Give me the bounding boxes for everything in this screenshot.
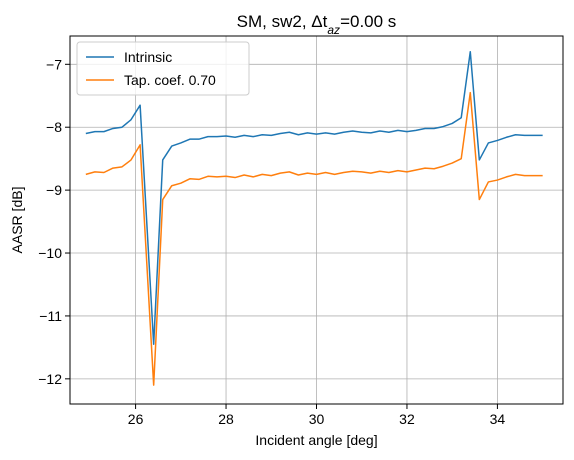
y-axis-label: AASR [dB] [9, 187, 25, 254]
series-line-1 [85, 50, 543, 345]
chart-title: SM, sw2, Δtaz=0.00 s [237, 12, 397, 37]
legend: Intrinsic Tap. coef. 0.70 [76, 41, 250, 96]
y-tick-label: −9 [46, 182, 62, 198]
x-tick-label: 34 [490, 411, 506, 427]
y-tick-label: −7 [46, 56, 62, 72]
x-tick-label: 28 [218, 411, 234, 427]
y-tick-label: −8 [46, 119, 62, 135]
x-tick-label: 30 [309, 411, 325, 427]
x-axis-label: Incident angle [deg] [255, 432, 377, 448]
y-tick-label: −10 [38, 245, 62, 261]
y-tick-label: −11 [39, 308, 62, 324]
x-tick-label: 26 [128, 411, 144, 427]
y-tick-label: −12 [38, 371, 62, 387]
grid [70, 36, 563, 404]
legend-label-1: Intrinsic [124, 49, 172, 65]
legend-label-2: Tap. coef. 0.70 [124, 72, 216, 88]
ticks: 26 28 30 32 34 −12 −11 −10 −9 −8 −7 [38, 56, 505, 427]
legend-box [76, 41, 250, 96]
series-line-2 [85, 91, 543, 386]
x-tick-label: 32 [399, 411, 415, 427]
series-layer [85, 50, 543, 386]
